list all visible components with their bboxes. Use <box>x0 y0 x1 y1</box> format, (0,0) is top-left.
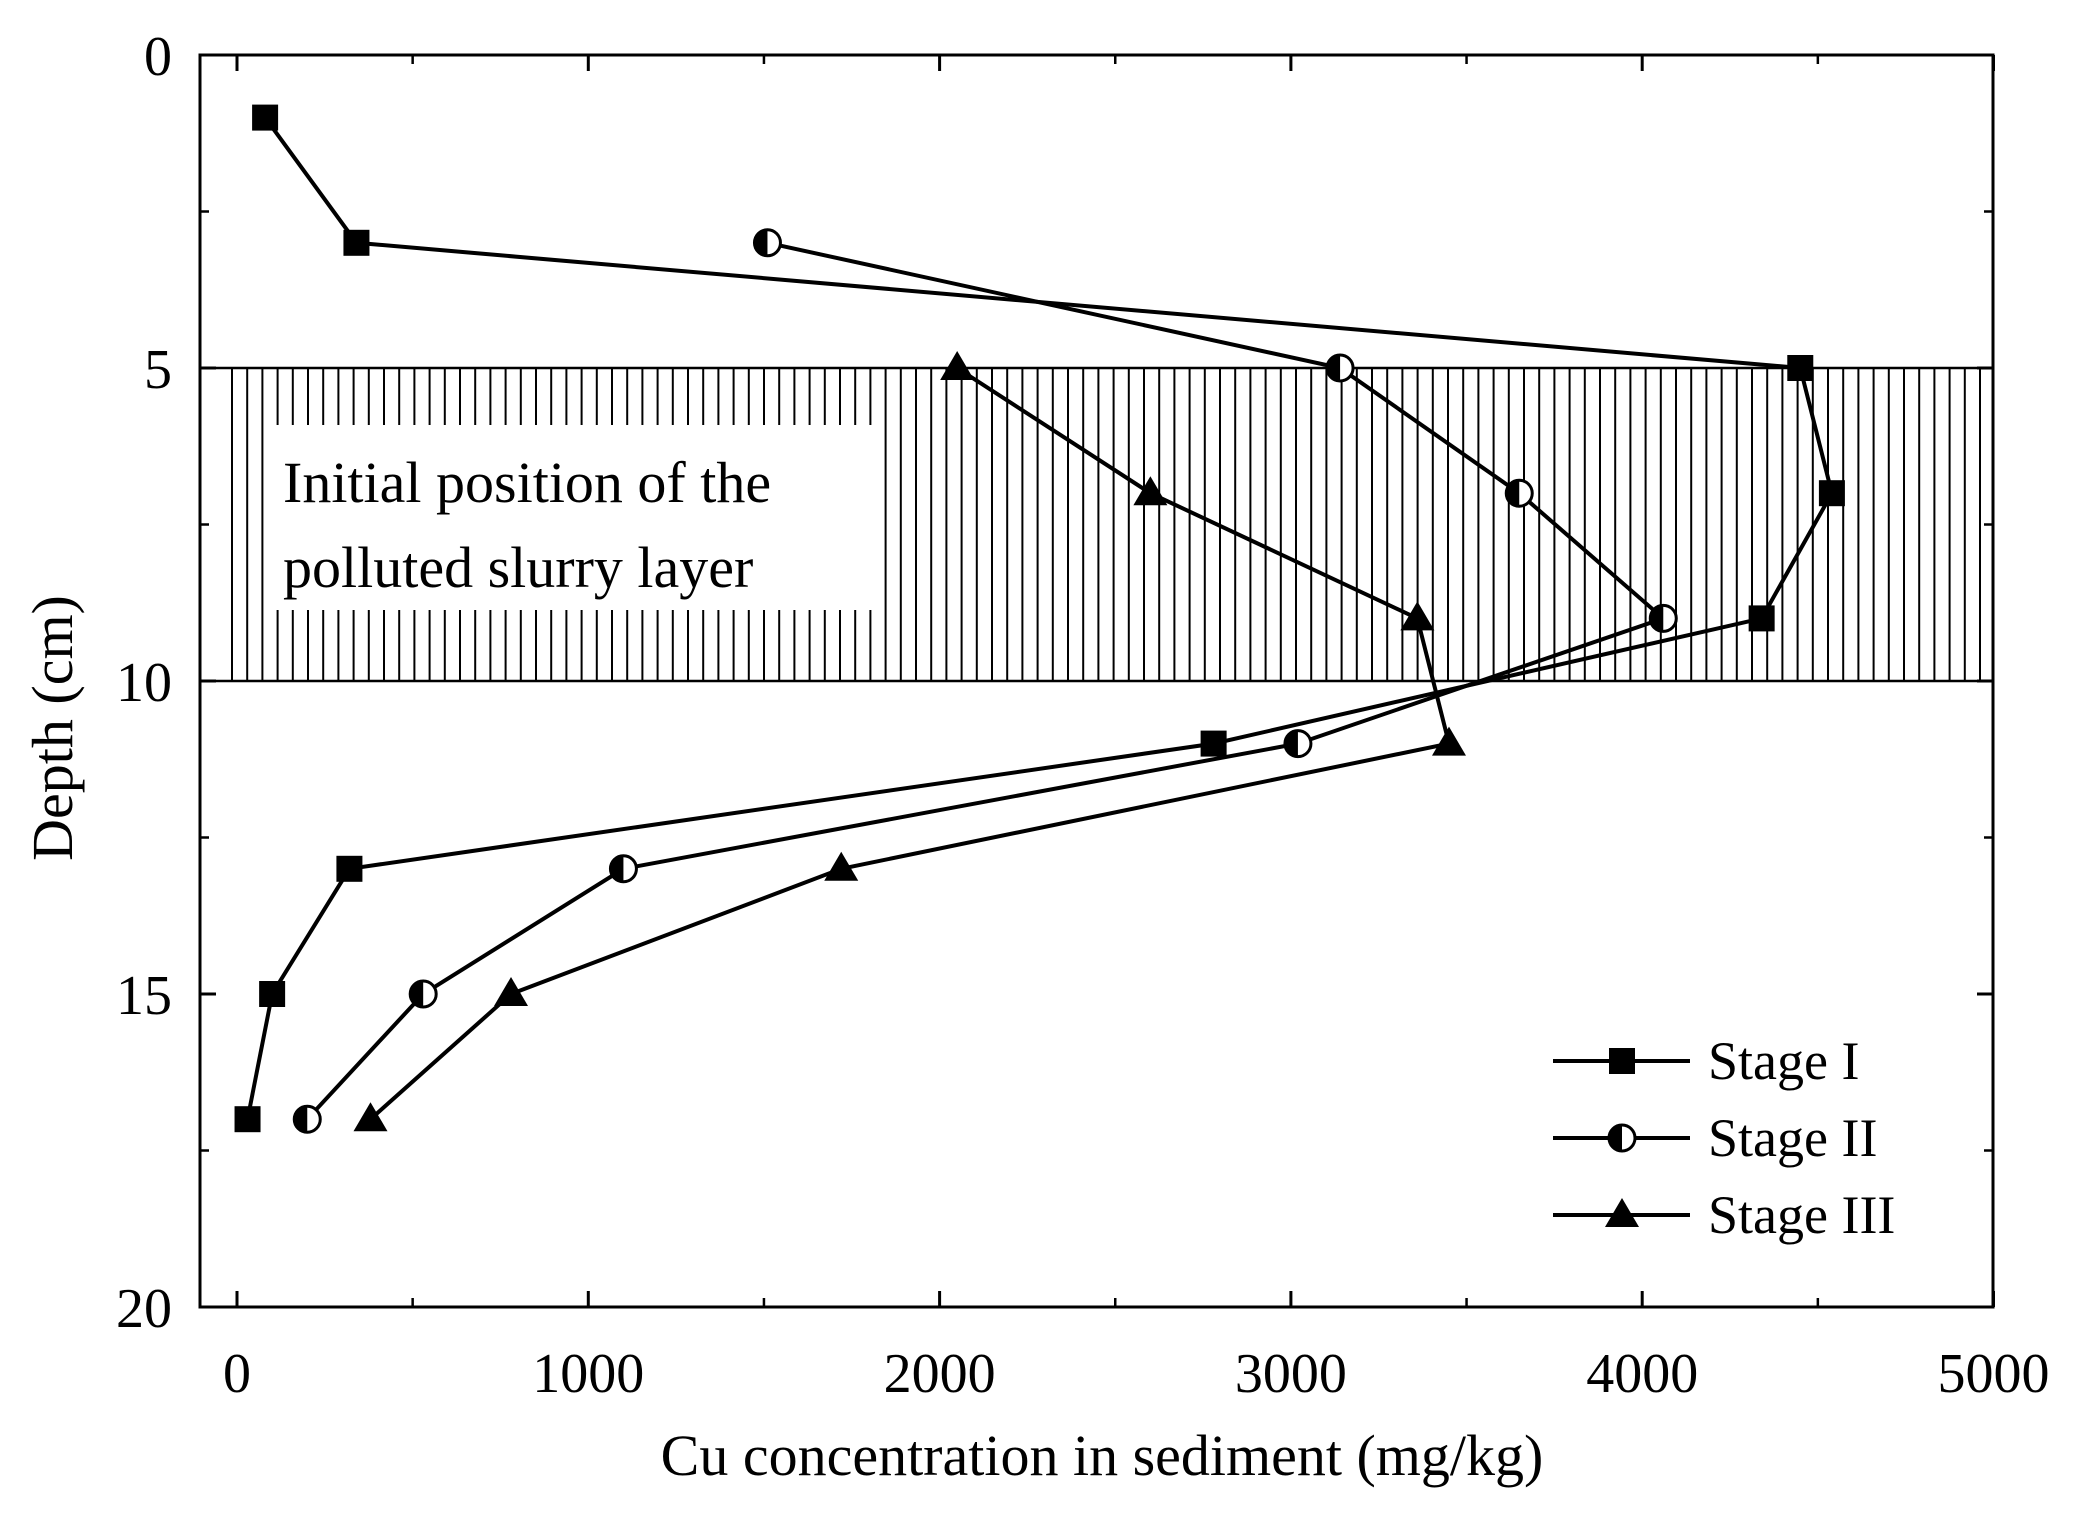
marker-outline <box>1504 478 1534 508</box>
x-axis-title: Cu concentration in sediment (mg/kg) <box>661 1423 1544 1488</box>
annotation-line-2: polluted slurry layer <box>283 535 753 600</box>
data-point <box>940 351 975 380</box>
marker-outline <box>1648 603 1678 633</box>
marker-outline <box>608 854 638 884</box>
marker-outline <box>1325 353 1355 383</box>
legend-item: Stage III <box>1553 1185 1895 1245</box>
data-point <box>259 981 286 1007</box>
marker-outline <box>408 979 438 1009</box>
marker-outline <box>292 1104 322 1134</box>
series-line <box>245 116 1835 1120</box>
y-tick-label: 0 <box>144 26 172 88</box>
data-point <box>1133 476 1168 506</box>
data-point <box>494 977 529 1006</box>
data-point <box>292 1104 322 1134</box>
y-tick-label: 10 <box>116 652 172 714</box>
data-point <box>353 1102 388 1132</box>
legend-label: Stage III <box>1708 1185 1895 1245</box>
legend-item: Stage I <box>1553 1031 1859 1091</box>
x-tick-label: 2000 <box>884 1343 996 1405</box>
legend-marker <box>1607 1123 1637 1153</box>
marker-outline <box>752 228 782 258</box>
series-stage-i <box>234 104 1845 1133</box>
data-point <box>408 979 438 1009</box>
x-tick-label: 3000 <box>1235 1343 1347 1405</box>
data-point <box>1431 726 1466 756</box>
series-stage-iii <box>353 351 1466 1132</box>
data-point <box>234 1106 261 1133</box>
data-point <box>752 228 782 258</box>
data-point <box>1648 603 1678 633</box>
data-point <box>1400 601 1435 631</box>
data-point <box>608 854 638 884</box>
y-tick-label: 20 <box>116 1278 172 1340</box>
data-point <box>343 229 370 256</box>
x-tick-label: 4000 <box>1586 1343 1698 1405</box>
y-axis-ticks: 0 5 10 15 20 <box>116 26 1993 1340</box>
y-axis-title: Depth (cm) <box>20 595 85 861</box>
x-axis-ticks: 0 1000 2000 3000 4000 5000 <box>223 55 2050 1405</box>
data-point <box>1748 605 1775 632</box>
x-tick-label: 0 <box>223 1343 251 1405</box>
legend-marker <box>1609 1048 1635 1074</box>
legend-item: Stage II <box>1553 1108 1877 1168</box>
x-tick-label: 1000 <box>532 1343 644 1405</box>
series-line <box>305 240 1668 1121</box>
series-layer <box>234 104 1845 1134</box>
data-point <box>1818 480 1845 507</box>
data-point <box>1283 729 1313 759</box>
data-point <box>336 855 363 882</box>
y-tick-label: 5 <box>144 339 172 401</box>
data-point <box>1504 478 1534 508</box>
data-point <box>252 104 279 131</box>
data-point <box>1200 730 1227 757</box>
marker-outline <box>1607 1123 1637 1153</box>
band-annotation: Initial position of the polluted slurry … <box>275 425 875 610</box>
y-tick-label: 15 <box>116 965 172 1027</box>
annotation-line-1: Initial position of the <box>283 450 771 515</box>
series-stage-ii <box>292 228 1678 1134</box>
legend-marker <box>1605 1198 1639 1227</box>
data-point <box>1325 353 1355 383</box>
x-tick-label: 5000 <box>1938 1343 2050 1405</box>
marker-outline <box>1283 729 1313 759</box>
data-point <box>824 851 859 881</box>
legend-label: Stage II <box>1708 1108 1877 1168</box>
legend-label: Stage I <box>1708 1031 1859 1091</box>
data-point <box>1787 355 1814 381</box>
annotation-background <box>275 425 875 610</box>
legend: Stage I Stage II Stage III <box>1553 1031 1895 1245</box>
